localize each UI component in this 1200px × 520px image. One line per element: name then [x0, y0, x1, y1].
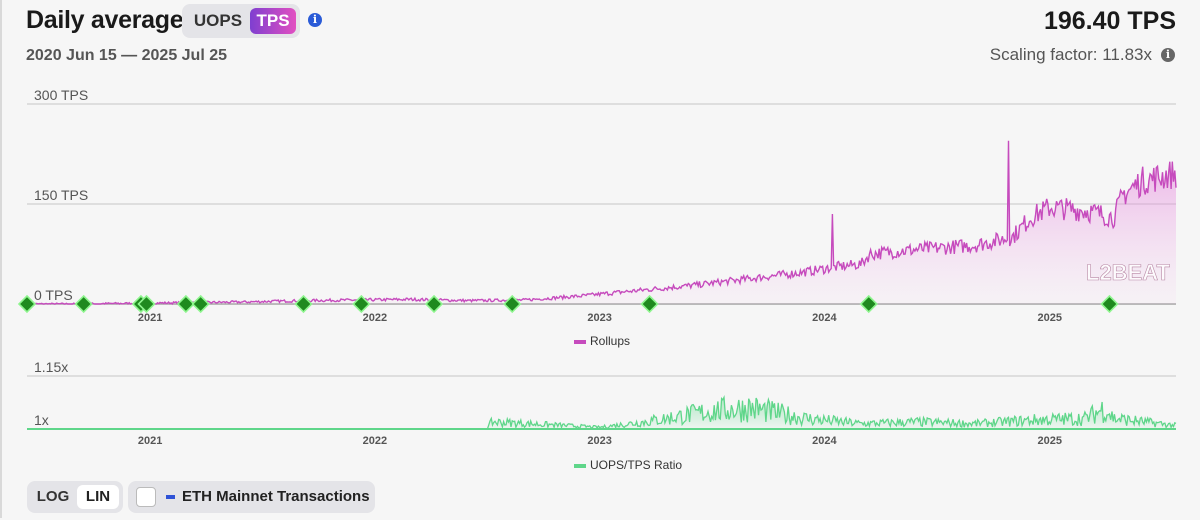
legend-swatch — [574, 340, 586, 344]
milestone-marker[interactable] — [137, 294, 156, 314]
milestone-marker[interactable] — [1100, 294, 1119, 314]
scaling-factor: Scaling factor: 11.83x — [989, 45, 1152, 64]
milestones — [17, 294, 1119, 314]
x-tick-label: 2025 — [1038, 435, 1062, 447]
unit-toggle[interactable]: UOPS TPS — [182, 4, 300, 38]
legend-label: Rollups — [590, 334, 630, 348]
rollups-area — [27, 140, 1176, 304]
chart-title: Daily average — [26, 6, 184, 34]
milestone-marker[interactable] — [640, 294, 659, 314]
x-tick-label: 2021 — [138, 435, 162, 447]
x-tick-label: 2024 — [812, 435, 837, 447]
x-tick-label: 2023 — [587, 312, 611, 324]
scaling-info-icon[interactable]: i — [1161, 48, 1175, 62]
ratio-legend: UOPS/TPS Ratio — [574, 458, 682, 472]
milestone-marker[interactable] — [17, 294, 37, 314]
ratio-y-tick-label: 1x — [34, 412, 49, 428]
eth-legend-swatch — [166, 495, 175, 499]
ratio-y-tick-label: 1.15x — [34, 359, 68, 375]
milestone-marker[interactable] — [859, 294, 878, 314]
scale-option-lin[interactable]: LIN — [77, 485, 119, 509]
info-icon[interactable]: i — [308, 13, 322, 27]
scale-option-log[interactable]: LOG — [36, 488, 70, 505]
x-tick-label: 2022 — [363, 312, 387, 324]
legend-swatch — [574, 464, 586, 468]
ratio-area — [27, 397, 1176, 429]
scale-toggle[interactable]: LOG LIN — [27, 481, 123, 513]
milestone-marker[interactable] — [424, 294, 444, 314]
main-series — [26, 140, 1177, 306]
unit-option-uops[interactable]: UOPS — [193, 11, 243, 30]
milestone-marker[interactable] — [176, 294, 195, 314]
watermark-text: L2BEAT — [1086, 260, 1170, 285]
main-x-ticks: 2021 2022 2023 2024 2025 — [138, 312, 1062, 324]
x-tick-label: 2022 — [363, 435, 387, 447]
ratio-grid: 1x 1.15x — [27, 359, 1176, 430]
milestone-marker[interactable] — [191, 294, 210, 314]
milestone-marker[interactable] — [74, 294, 93, 314]
date-range: 2020 Jun 15 — 2025 Jul 25 — [26, 47, 228, 64]
milestone-marker[interactable] — [294, 294, 313, 314]
ratio-series — [27, 395, 1177, 430]
main-y-tick-label: 150 TPS — [34, 187, 88, 203]
rollups-line — [26, 140, 1177, 306]
legend-label: UOPS/TPS Ratio — [590, 458, 682, 472]
main-legend: Rollups — [574, 334, 630, 348]
eth-mainnet-checkbox[interactable] — [136, 487, 156, 507]
x-tick-label: 2021 — [138, 312, 162, 324]
x-tick-label: 2024 — [812, 312, 837, 324]
l2beat-watermark: L2BEAT — [1086, 260, 1171, 286]
eth-mainnet-toggle[interactable]: ETH Mainnet Transactions — [128, 481, 375, 513]
milestone-marker[interactable] — [503, 294, 522, 314]
main-y-tick-label: 300 TPS — [34, 87, 88, 103]
main-y-tick-label: 0 TPS — [34, 287, 73, 303]
ratio-x-ticks: 2021 2022 2023 2024 2025 — [138, 435, 1062, 447]
x-tick-label: 2023 — [587, 435, 611, 447]
eth-mainnet-label: ETH Mainnet Transactions — [182, 488, 370, 505]
current-tps-value: 196.40 TPS — [1043, 7, 1176, 35]
x-tick-label: 2025 — [1038, 312, 1062, 324]
milestone-marker[interactable] — [352, 294, 371, 314]
unit-option-tps[interactable]: TPS — [250, 8, 296, 34]
